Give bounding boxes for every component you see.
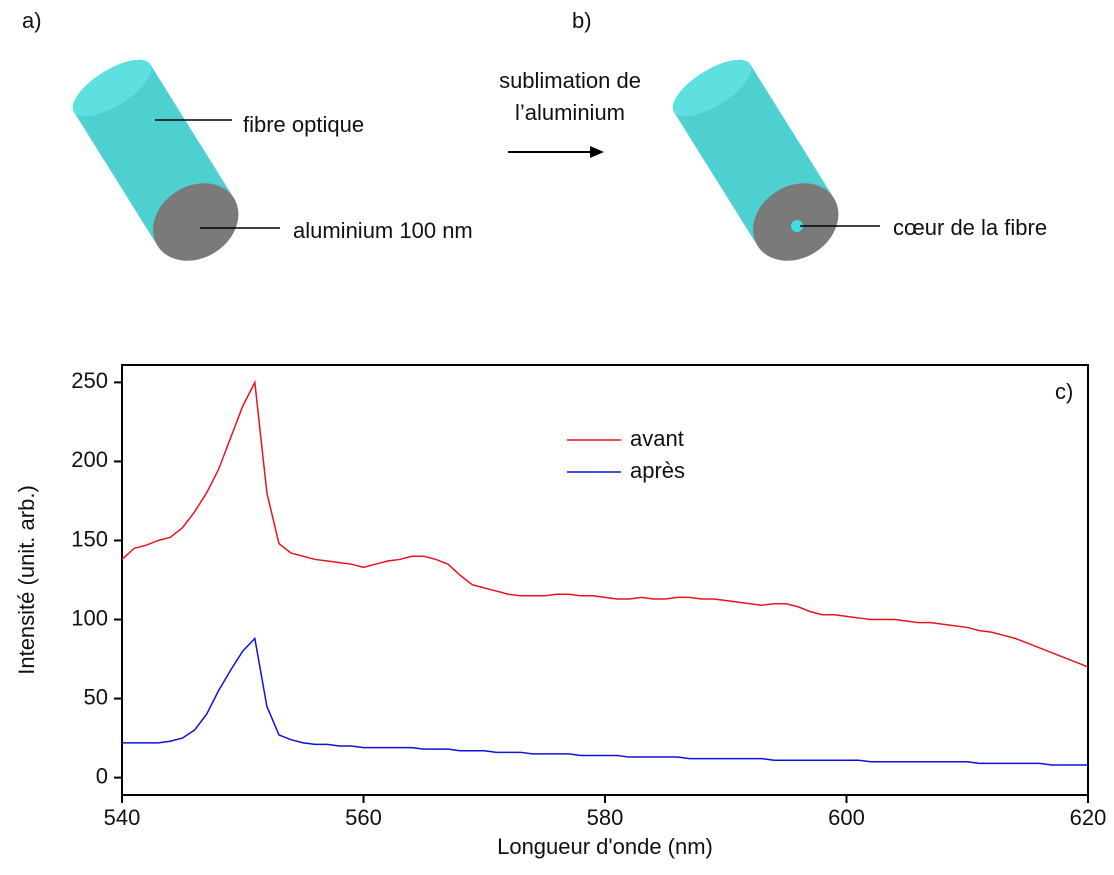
y-tick-label: 100: [71, 605, 108, 630]
x-tick-label: 580: [587, 805, 624, 830]
legend-label: après: [630, 458, 685, 483]
x-tick-label: 560: [345, 805, 382, 830]
arrow-label: sublimation de: [499, 68, 641, 93]
label: cœur de la fibre: [893, 215, 1047, 240]
arrow-head: [590, 146, 604, 158]
annotation: c): [1055, 379, 1073, 404]
y-tick-label: 0: [96, 763, 108, 788]
x-axis-label: Longueur d'onde (nm): [497, 834, 713, 859]
y-tick-label: 50: [84, 684, 108, 709]
x-tick-label: 620: [1070, 805, 1107, 830]
series-line: [121, 379, 1089, 668]
series-line: [122, 636, 1088, 766]
x-tick-label: 600: [828, 805, 865, 830]
arrow-label: l’aluminium: [515, 100, 625, 125]
y-axis-label: Intensité (unit. arb.): [14, 485, 39, 675]
x-tick-label: 540: [104, 805, 141, 830]
y-tick-label: 150: [71, 526, 108, 551]
fibre-cylinder: [72, 59, 239, 261]
legend-label: avant: [630, 426, 684, 451]
panel-label: b): [572, 8, 592, 33]
label: aluminium 100 nm: [293, 218, 473, 243]
y-tick-label: 200: [71, 447, 108, 472]
label: fibre optique: [243, 112, 364, 137]
plot-frame: [121, 364, 1089, 796]
fibre-cylinder: [672, 59, 839, 261]
y-tick-label: 250: [71, 368, 108, 393]
panel-label: a): [22, 8, 42, 33]
fibre-core: [791, 220, 803, 232]
